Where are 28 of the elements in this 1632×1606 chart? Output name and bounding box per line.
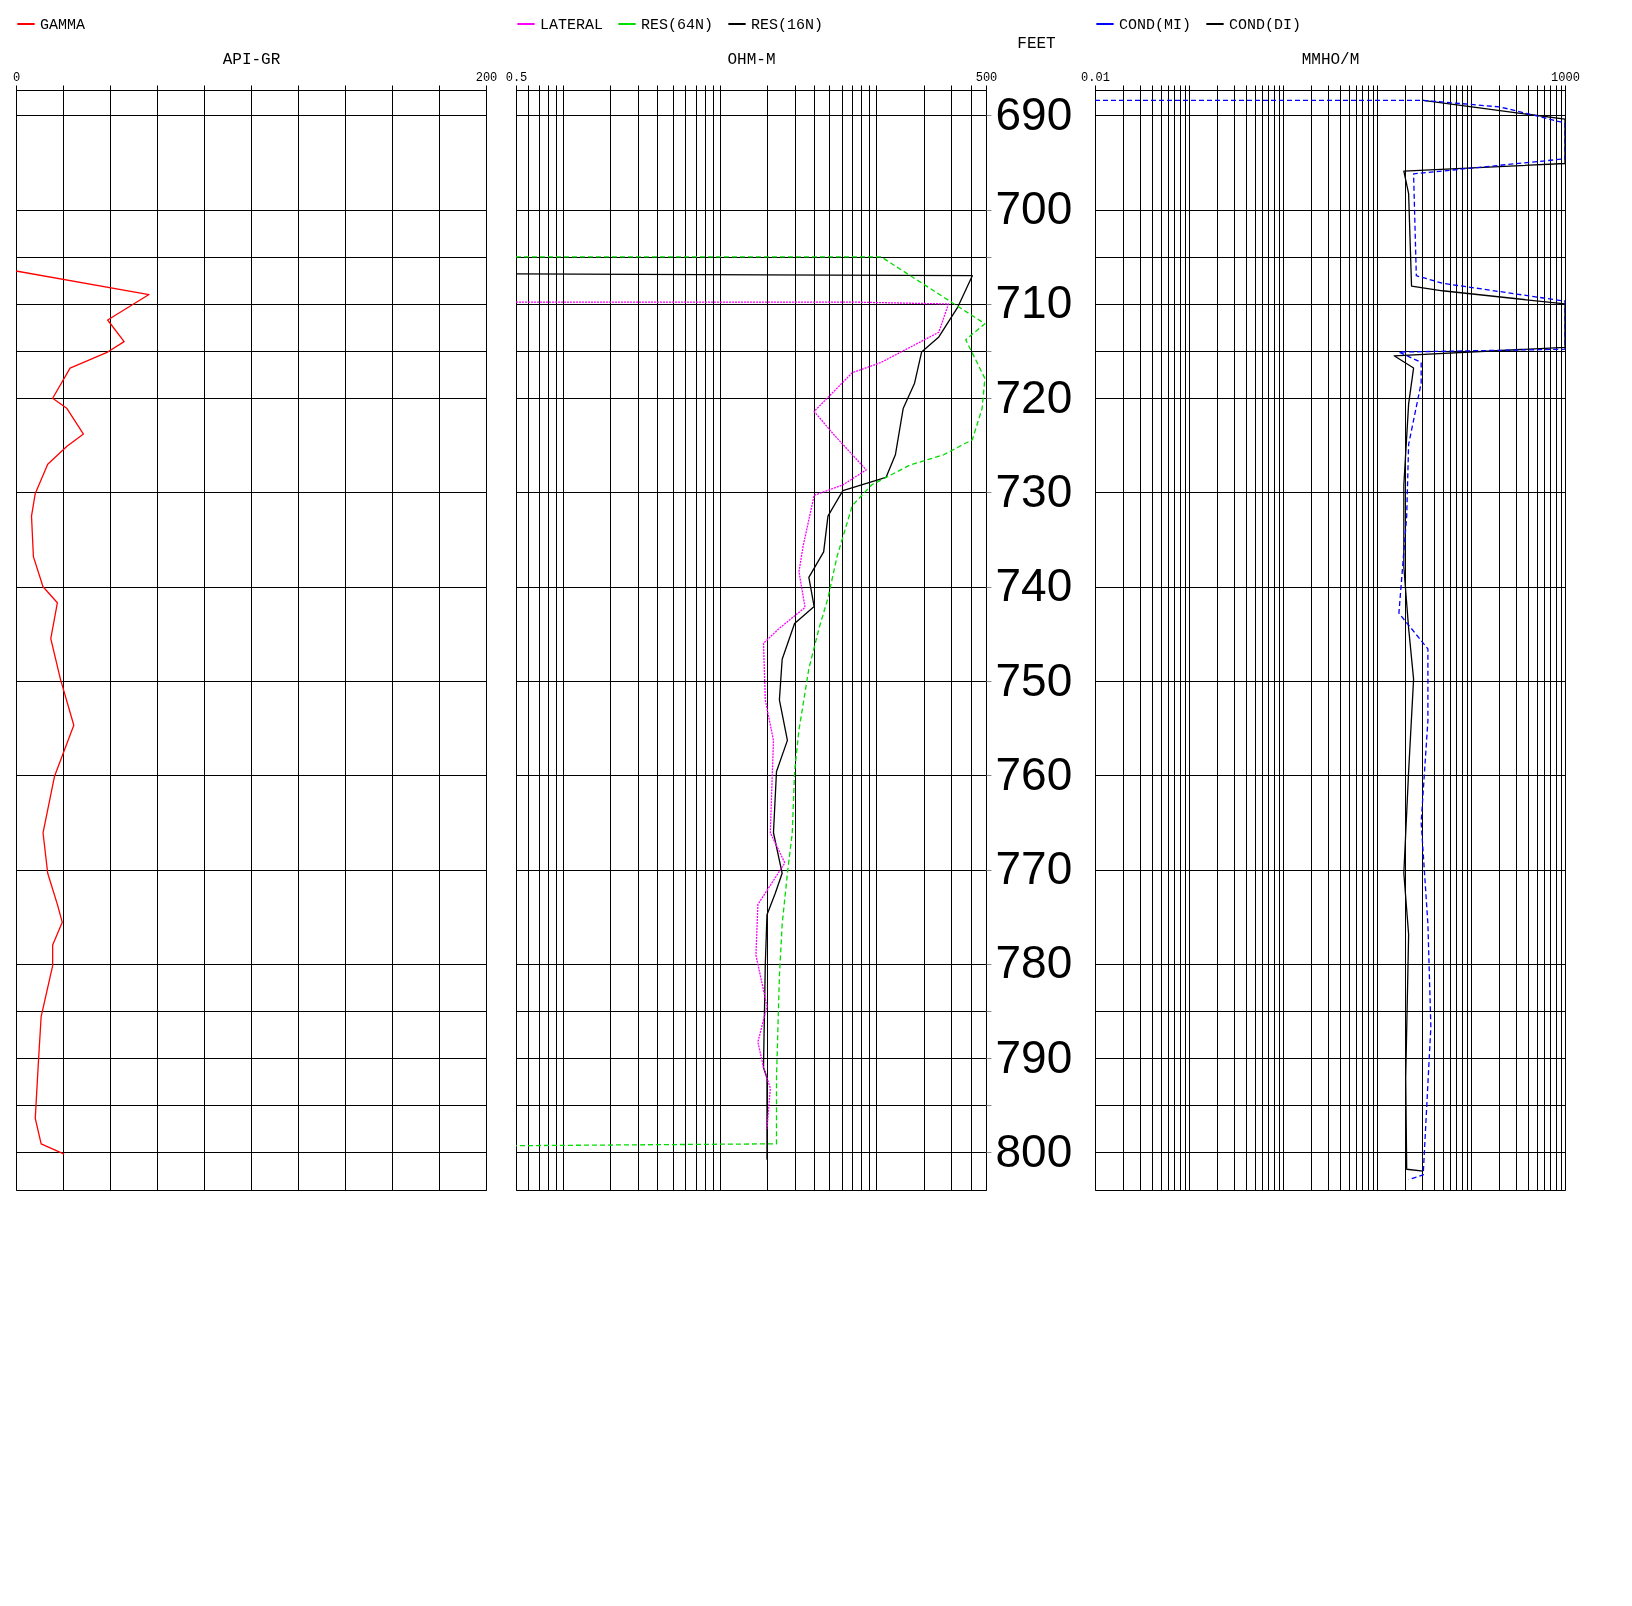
y-tick-label: 750 (995, 653, 1073, 706)
legend-label: RES(16N) (751, 17, 824, 34)
x-tick-label: 1000 (1551, 70, 1580, 85)
y-tick-label: 690 (995, 87, 1073, 140)
y-tick-label: 730 (995, 464, 1073, 517)
y-tick-label: 760 (995, 747, 1073, 800)
legend-label: COND(MI) (1119, 17, 1192, 34)
x-axis-title: MMHO/M (1301, 50, 1360, 69)
x-tick-label: 0.01 (1081, 70, 1110, 85)
legend-label: RES(64N) (641, 17, 714, 34)
y-tick-label: 770 (995, 842, 1073, 895)
y-tick-label: 720 (995, 370, 1073, 423)
x-tick-label: 500 (975, 70, 998, 85)
legend-label: GAMMA (40, 17, 86, 34)
legend-label: LATERAL (540, 17, 604, 34)
x-tick-label: 200 (475, 70, 498, 85)
y-tick-label: 800 (995, 1124, 1073, 1177)
x-axis-title: API-GR (222, 50, 281, 69)
y-tick-label: 710 (995, 276, 1073, 329)
y-tick-label: 700 (995, 182, 1073, 235)
x-axis-title: OHM-M (727, 50, 776, 69)
y-tick-label: 780 (995, 936, 1073, 989)
x-tick-label: 0.5 (505, 70, 528, 85)
y-tick-label: 740 (995, 559, 1073, 612)
y-axis-title: FEET (1017, 34, 1056, 53)
y-tick-label: 790 (995, 1030, 1073, 1083)
legend-label: COND(DI) (1229, 17, 1302, 34)
x-tick-label: 0 (12, 70, 21, 85)
